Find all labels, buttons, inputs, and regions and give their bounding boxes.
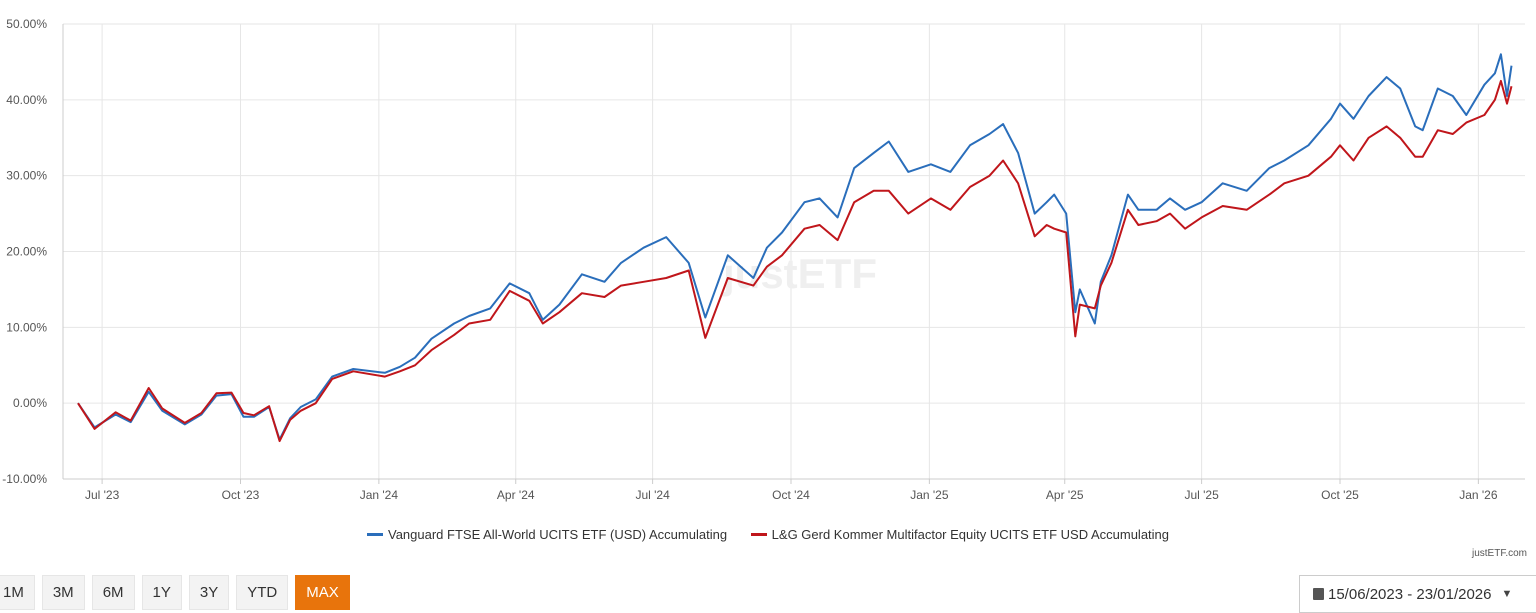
y-tick-label: 40.00% — [6, 93, 47, 107]
range-selector: 1M 3M 6M 1Y 3Y YTD MAX — [0, 575, 350, 610]
range-button-ytd[interactable]: YTD — [236, 575, 289, 610]
x-tick-label: Oct '24 — [772, 488, 810, 502]
legend-label: L&G Gerd Kommer Multifactor Equity UCITS… — [771, 527, 1170, 542]
watermark-logo: justETF — [722, 250, 877, 297]
x-tick-label: Oct '23 — [222, 488, 260, 502]
range-button-max[interactable]: MAX — [295, 575, 350, 610]
date-range-value: 15/06/2023 - 23/01/2026 — [1328, 585, 1492, 603]
range-button-6m[interactable]: 6M — [91, 575, 135, 610]
axes: -10.00% 0.00% 10.00% 20.00% 30.00% 40.00% 50.0… — [2, 17, 1525, 502]
range-button-1m[interactable]: 1M — [0, 575, 35, 610]
legend: Vanguard FTSE All-World UCITS ETF (USD) … — [0, 524, 1536, 542]
x-tick-label: Apr '25 — [1046, 488, 1084, 502]
series-line-0 — [77, 53, 1513, 441]
y-tick-label: 0.00% — [13, 396, 47, 410]
x-tick-label: Apr '24 — [497, 488, 535, 502]
performance-chart: justETF -10.00% 0.00% 10.00% 20.00% 30.00% 40… — [2, 17, 1525, 502]
x-tick-label: Jul '24 — [635, 488, 670, 502]
y-tick-label: 10.00% — [6, 320, 47, 334]
range-button-3m[interactable]: 3M — [41, 575, 85, 610]
y-tick-label: 50.00% — [6, 17, 47, 31]
x-tick-label: Jul '23 — [85, 488, 120, 502]
y-tick-label: 30.00% — [6, 169, 47, 183]
legend-swatch — [366, 533, 383, 536]
x-tick-label: Jan '26 — [1459, 488, 1498, 502]
caret-down-icon: ▼ — [1501, 588, 1513, 600]
x-tick-label: Jan '25 — [910, 488, 949, 502]
x-tick-label: Oct '25 — [1321, 488, 1359, 502]
series-lines — [77, 53, 1513, 443]
legend-item-vanguard[interactable]: Vanguard FTSE All-World UCITS ETF (USD) … — [366, 527, 728, 542]
chart-credit[interactable]: justETF.com — [1471, 548, 1527, 559]
legend-swatch — [750, 533, 767, 536]
series-line-1 — [77, 79, 1513, 443]
date-range-picker[interactable]: 15/06/2023 - 23/01/2026 ▼ — [1299, 575, 1536, 613]
x-tick-label: Jul '25 — [1184, 488, 1219, 502]
legend-item-lg-gerd-kommer[interactable]: L&G Gerd Kommer Multifactor Equity UCITS… — [750, 527, 1170, 542]
range-button-3y[interactable]: 3Y — [188, 575, 230, 610]
y-tick-label: -10.00% — [2, 472, 47, 486]
calendar-icon — [1313, 588, 1324, 600]
range-button-1y[interactable]: 1Y — [141, 575, 182, 610]
legend-label: Vanguard FTSE All-World UCITS ETF (USD) … — [387, 527, 728, 542]
y-tick-label: 20.00% — [6, 245, 47, 259]
grid — [63, 23, 1525, 480]
x-tick-label: Jan '24 — [360, 488, 399, 502]
